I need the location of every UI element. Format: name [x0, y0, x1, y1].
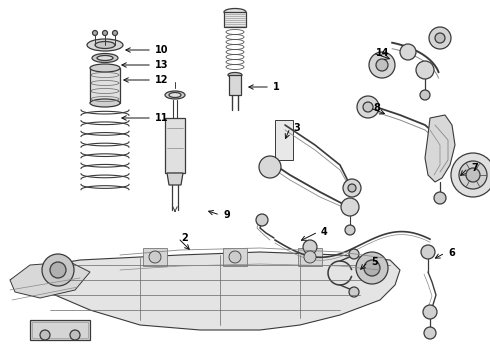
- Bar: [143, 248, 167, 266]
- Ellipse shape: [97, 55, 113, 60]
- Text: 4: 4: [321, 227, 328, 237]
- Circle shape: [423, 305, 437, 319]
- Circle shape: [356, 252, 388, 284]
- Ellipse shape: [90, 64, 120, 72]
- Circle shape: [70, 330, 80, 340]
- Circle shape: [363, 102, 373, 112]
- Circle shape: [303, 240, 317, 254]
- Circle shape: [416, 61, 434, 79]
- Circle shape: [40, 330, 50, 340]
- Bar: [165, 118, 185, 173]
- Circle shape: [42, 254, 74, 286]
- Ellipse shape: [90, 99, 120, 107]
- Text: 8: 8: [373, 103, 380, 113]
- Circle shape: [349, 249, 359, 259]
- Polygon shape: [10, 262, 90, 298]
- Ellipse shape: [102, 31, 107, 36]
- Circle shape: [50, 262, 66, 278]
- Circle shape: [259, 156, 281, 178]
- Circle shape: [429, 27, 451, 49]
- Circle shape: [420, 90, 430, 100]
- Text: 7: 7: [471, 163, 478, 173]
- Text: 3: 3: [293, 123, 300, 133]
- Text: 1: 1: [273, 82, 280, 92]
- Text: 14: 14: [376, 48, 390, 58]
- Circle shape: [345, 225, 355, 235]
- Bar: [224, 12, 246, 27]
- Ellipse shape: [169, 93, 181, 98]
- Bar: [90, 68, 120, 103]
- Text: 10: 10: [155, 45, 169, 55]
- Text: 12: 12: [155, 75, 169, 85]
- Bar: [275, 120, 293, 160]
- Circle shape: [435, 33, 445, 43]
- Text: 13: 13: [155, 60, 169, 70]
- Circle shape: [357, 96, 379, 118]
- Ellipse shape: [113, 31, 118, 36]
- Polygon shape: [425, 115, 455, 182]
- Circle shape: [349, 287, 359, 297]
- Circle shape: [421, 245, 435, 259]
- Text: 11: 11: [155, 113, 169, 123]
- Circle shape: [369, 52, 395, 78]
- Circle shape: [459, 161, 487, 189]
- Circle shape: [364, 260, 380, 276]
- Circle shape: [424, 327, 436, 339]
- Circle shape: [256, 214, 268, 226]
- Circle shape: [149, 251, 161, 263]
- Polygon shape: [167, 173, 183, 185]
- Ellipse shape: [165, 91, 185, 99]
- Bar: [229, 75, 241, 95]
- Circle shape: [451, 153, 490, 197]
- Ellipse shape: [87, 39, 123, 51]
- Ellipse shape: [93, 31, 98, 36]
- Circle shape: [376, 59, 388, 71]
- Text: 5: 5: [371, 257, 378, 267]
- Ellipse shape: [228, 72, 242, 77]
- Ellipse shape: [95, 41, 115, 49]
- Circle shape: [466, 168, 480, 182]
- Text: 2: 2: [181, 233, 188, 243]
- Circle shape: [434, 192, 446, 204]
- Text: 9: 9: [223, 210, 230, 220]
- Circle shape: [343, 179, 361, 197]
- Bar: [298, 248, 322, 266]
- Bar: [32, 322, 88, 338]
- Polygon shape: [10, 252, 400, 330]
- Circle shape: [304, 251, 316, 263]
- Text: 6: 6: [448, 248, 455, 258]
- Ellipse shape: [92, 54, 118, 63]
- Ellipse shape: [224, 9, 246, 15]
- Bar: [223, 248, 247, 266]
- Bar: [30, 320, 90, 340]
- Circle shape: [341, 198, 359, 216]
- Circle shape: [229, 251, 241, 263]
- Circle shape: [348, 184, 356, 192]
- Circle shape: [400, 44, 416, 60]
